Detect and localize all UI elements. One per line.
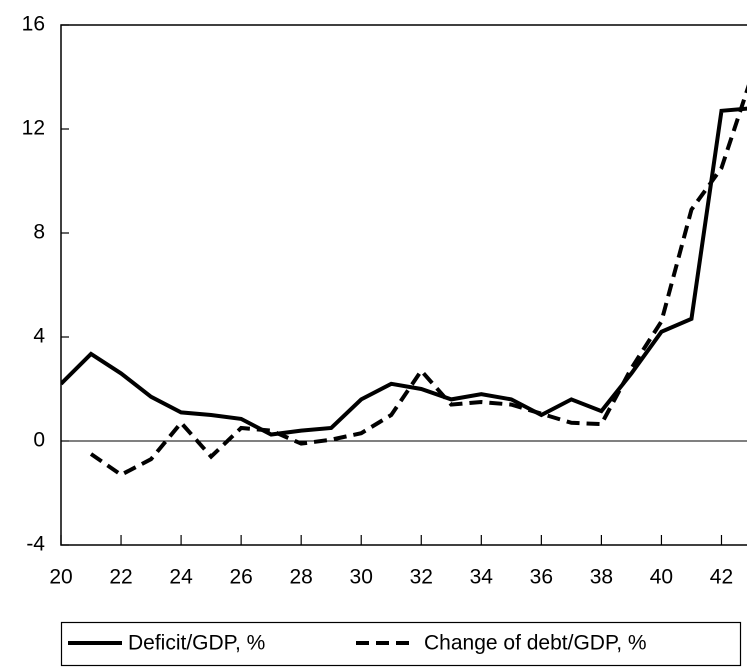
x-tick-label: 38 <box>590 566 613 589</box>
x-tick-label: 34 <box>470 566 494 589</box>
x-tick-label: 36 <box>530 566 553 589</box>
x-tick-label: 20 <box>49 566 72 589</box>
y-tick-label: 8 <box>33 221 45 244</box>
x-tick-label: 40 <box>650 566 673 589</box>
x-tick-label: 32 <box>410 566 433 589</box>
x-tick-label: 26 <box>229 566 252 589</box>
legend: Deficit/GDP, % Change of debt/GDP, % <box>60 621 742 667</box>
y-tick-label: 16 <box>22 13 45 36</box>
y-tick-label: 4 <box>33 325 45 348</box>
x-tick-label: 22 <box>109 566 132 589</box>
plot-frame <box>60 24 747 546</box>
legend-label: Change of debt/GDP, % <box>424 632 647 655</box>
x-tick-label: 30 <box>350 566 373 589</box>
x-tick-label: 42 <box>710 566 733 589</box>
y-tick-label: -4 <box>26 533 45 556</box>
series-line <box>61 106 747 437</box>
x-tick-label: 24 <box>169 566 193 589</box>
x-tick-label: 28 <box>289 566 312 589</box>
legend-box <box>60 621 742 667</box>
plot-lines <box>61 84 747 478</box>
y-tick-label: 0 <box>33 429 45 452</box>
y-tick-label: 12 <box>22 117 45 140</box>
series-line <box>89 84 747 478</box>
legend-label: Deficit/GDP, % <box>128 632 265 655</box>
